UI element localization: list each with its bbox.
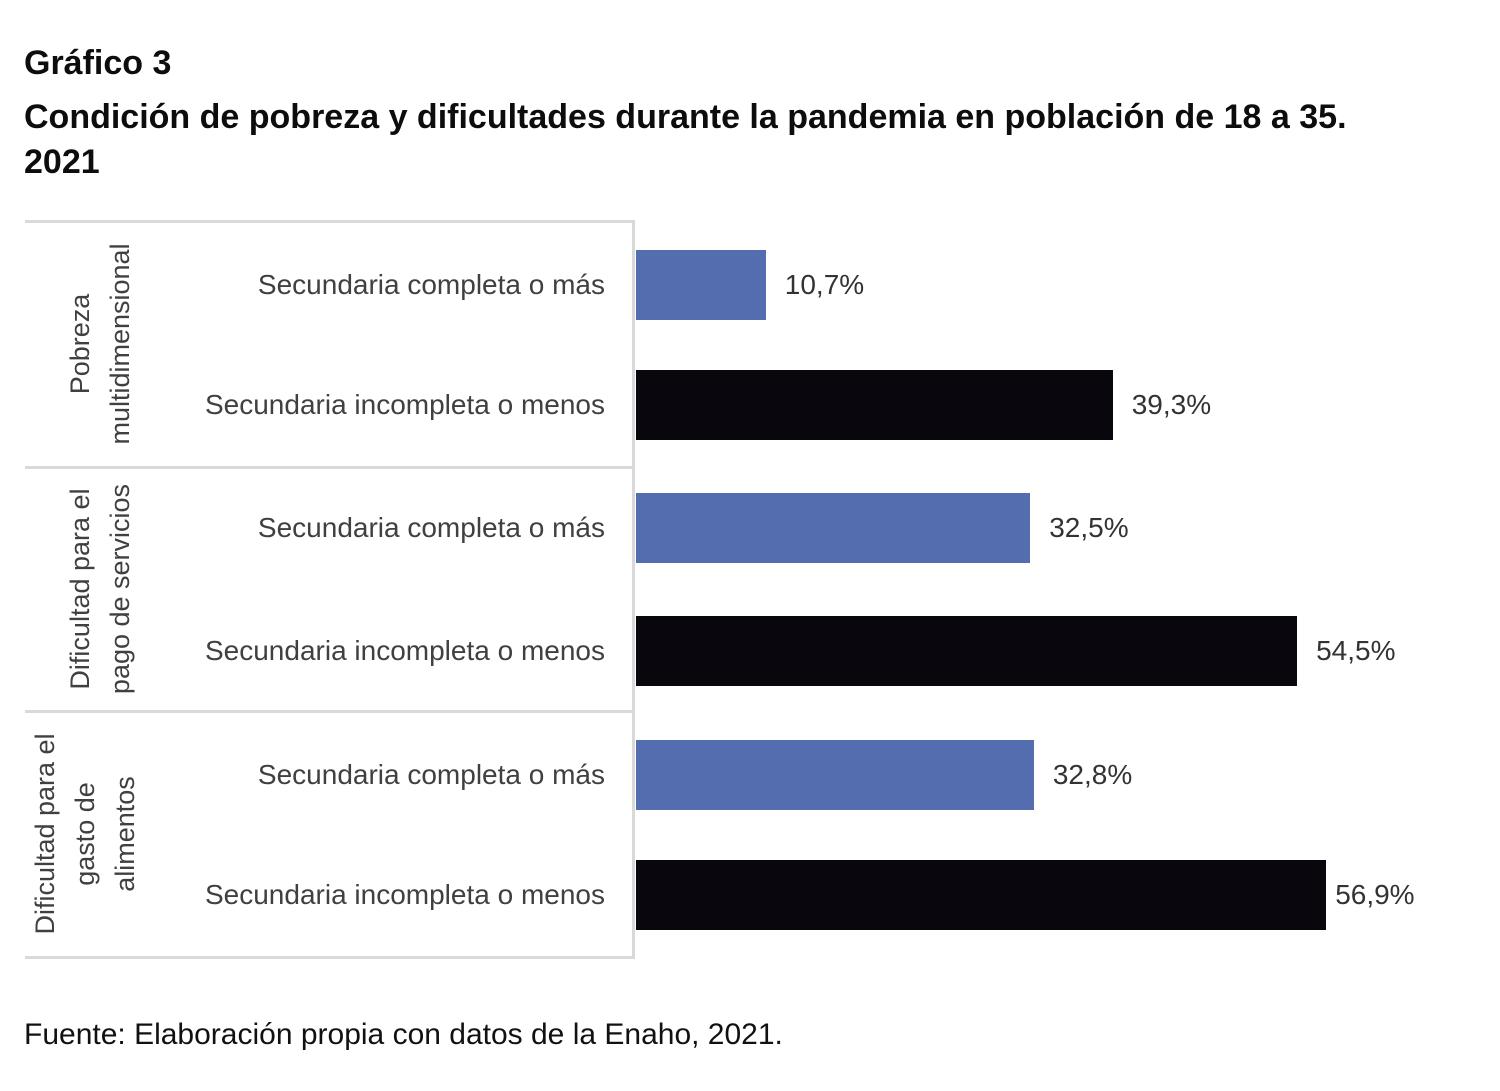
source-note: Fuente: Elaboración propia con datos de … (24, 1018, 783, 1051)
group-label-line: alimentos (110, 776, 140, 892)
figure-label: Gráfico 3 (24, 44, 172, 82)
group-label: Pobreza multidimensional (60, 243, 140, 444)
value-label: 56,9% (1335, 879, 1415, 910)
group-label-line: gasto de (70, 782, 100, 886)
group-label: Dificultad para el pago de servicios (60, 484, 140, 694)
chart-title: Condición de pobreza y dificultades dura… (24, 98, 1347, 136)
bar (636, 616, 1298, 686)
chart-title-year: 2021 (24, 143, 100, 181)
group-label-line: Dificultad para el (65, 488, 95, 690)
table-top-border (25, 220, 635, 223)
table-bottom-border (25, 956, 635, 959)
bar (636, 860, 1327, 930)
group-divider (25, 466, 635, 469)
category-label: Secundaria incompleta o menos (204, 879, 605, 910)
category-label: Secundaria incompleta o menos (204, 635, 605, 666)
bar (636, 370, 1113, 440)
group-label-line: Pobreza (65, 293, 95, 395)
category-label: Secundaria completa o más (257, 759, 605, 790)
value-label: 54,5% (1316, 635, 1396, 666)
bar (636, 740, 1034, 810)
group-label: Dificultad para el gasto de alimentos (25, 733, 145, 934)
value-label: 39,3% (1131, 389, 1212, 420)
group-label-line: pago de servicios (105, 483, 135, 695)
group-label-line: Dificultad para el (30, 733, 60, 935)
bar (636, 493, 1031, 563)
value-label: 32,5% (1049, 512, 1129, 543)
axis-line (632, 221, 635, 959)
category-label: Secundaria incompleta o menos (204, 389, 605, 420)
category-label: Secundaria completa o más (257, 512, 605, 543)
group-divider (25, 710, 635, 713)
group-label-line: multidimensional (105, 243, 135, 445)
value-label: 10,7% (784, 269, 865, 300)
category-label: Secundaria completa o más (257, 269, 605, 300)
bar (636, 250, 766, 320)
value-label: 32,8% (1052, 759, 1133, 790)
